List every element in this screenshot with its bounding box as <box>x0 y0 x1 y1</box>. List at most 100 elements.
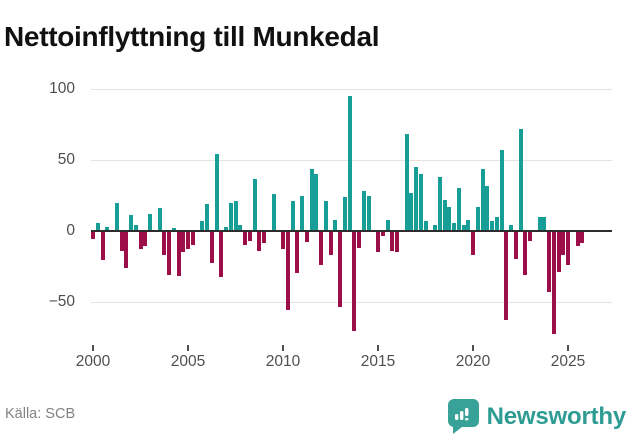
bar <box>290 201 295 231</box>
gridline-50 <box>91 160 612 161</box>
page-title: Nettoinflyttning till Munkedal <box>4 20 380 52</box>
y-axis-label: 100 <box>49 80 75 97</box>
bar <box>342 196 347 231</box>
bar <box>390 232 395 251</box>
bar <box>347 96 352 231</box>
bar <box>466 219 471 231</box>
gridline-0 <box>91 230 612 232</box>
bar <box>271 194 276 231</box>
net-migration-bar-chart: 100 50 0 −50 2000 2005 2010 2015 2020 2025 <box>48 80 612 370</box>
bar <box>328 232 333 255</box>
bar <box>252 178 257 231</box>
bar <box>186 232 190 249</box>
bar <box>95 222 100 231</box>
bar <box>566 232 570 265</box>
bar <box>442 199 447 231</box>
bar <box>224 226 228 231</box>
bar <box>314 174 319 231</box>
bar <box>366 195 371 231</box>
bar <box>471 232 475 255</box>
bar <box>456 188 461 231</box>
bar <box>243 232 247 245</box>
gridline--50 <box>91 302 612 303</box>
bar <box>295 232 300 274</box>
bar <box>200 221 205 231</box>
bar <box>285 232 290 311</box>
bar <box>352 232 357 332</box>
bar <box>575 232 580 247</box>
bar <box>228 202 233 231</box>
bar-chart-speech-bubble-icon <box>447 399 479 434</box>
bar <box>437 177 442 231</box>
bar <box>171 228 176 231</box>
bar <box>418 174 423 231</box>
x-axis-label: 2000 <box>75 353 111 370</box>
bar <box>262 232 266 244</box>
bar <box>219 232 224 278</box>
bar <box>124 232 129 268</box>
bar <box>404 134 409 231</box>
source-note: Källa: SCB <box>5 406 76 422</box>
bar <box>205 204 209 231</box>
bar <box>338 232 342 308</box>
bar <box>513 232 518 259</box>
bar <box>504 232 509 320</box>
bar <box>129 215 133 231</box>
bar <box>523 232 528 275</box>
bar <box>238 225 243 231</box>
bar <box>181 232 186 252</box>
y-axis-label: 50 <box>57 151 75 168</box>
bar <box>475 206 480 231</box>
bar <box>281 232 285 249</box>
bar <box>537 216 542 231</box>
bar <box>518 128 523 231</box>
bar <box>162 232 167 255</box>
x-axis-tick <box>567 345 569 351</box>
bar <box>214 154 219 231</box>
bar <box>556 232 561 272</box>
x-axis-tick <box>92 345 94 351</box>
bar <box>385 219 390 231</box>
y-axis-label: −50 <box>48 293 75 310</box>
bar <box>91 232 95 240</box>
gridline-100 <box>91 89 612 90</box>
bar <box>409 192 414 231</box>
bar <box>461 225 466 231</box>
x-axis-label: 2015 <box>360 353 396 370</box>
bar <box>119 232 124 251</box>
bar <box>100 232 105 261</box>
bar <box>380 232 385 237</box>
bar <box>528 232 532 241</box>
bar <box>494 216 499 231</box>
bar <box>551 232 556 335</box>
bar <box>561 232 566 255</box>
bar <box>304 232 309 242</box>
bar <box>176 232 181 276</box>
bar <box>233 201 238 231</box>
bar <box>333 219 338 231</box>
newsworthy-wordmark: Newsworthy <box>486 402 627 430</box>
bar <box>323 201 328 231</box>
bar <box>452 222 456 231</box>
bar <box>143 232 148 247</box>
bar <box>499 150 504 231</box>
x-axis-tick <box>377 345 379 351</box>
bar <box>247 232 252 241</box>
newsworthy-logo[interactable]: Newsworthy <box>447 398 627 435</box>
bar <box>167 232 171 275</box>
bar <box>357 232 361 248</box>
bar <box>423 221 428 231</box>
bar <box>509 225 513 231</box>
bar <box>148 214 152 231</box>
x-axis-tick <box>472 345 474 351</box>
x-axis-tick <box>282 345 284 351</box>
x-axis-label: 2010 <box>265 353 301 370</box>
bar <box>490 221 494 231</box>
bar <box>105 226 110 231</box>
bar <box>485 185 490 231</box>
bar <box>114 202 119 231</box>
bar <box>361 191 366 231</box>
bar <box>300 195 304 231</box>
bar <box>138 232 143 249</box>
bar <box>542 216 547 231</box>
